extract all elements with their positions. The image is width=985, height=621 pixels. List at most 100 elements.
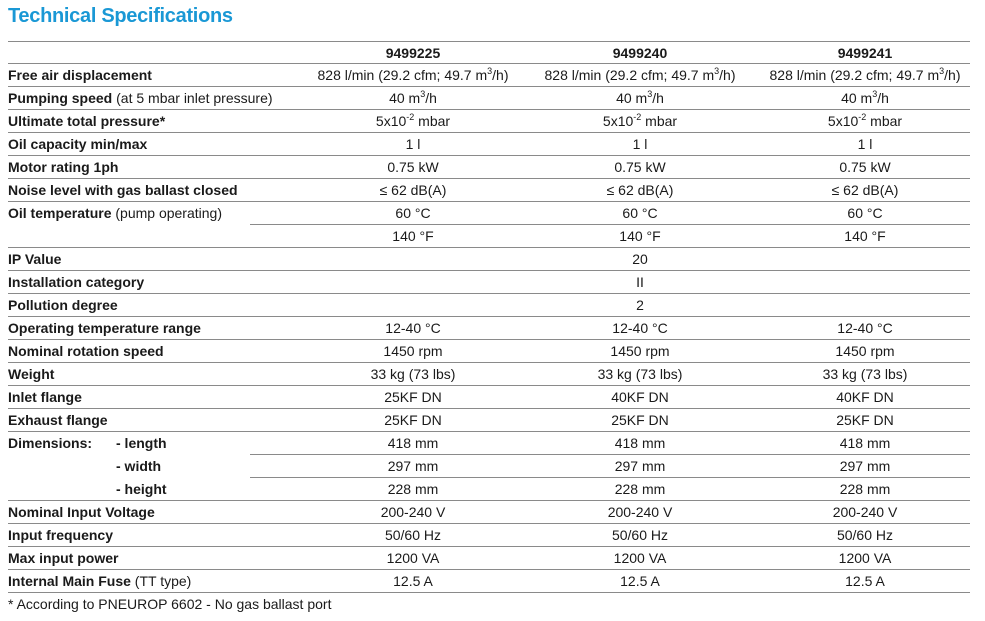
row-value: 60 °C	[527, 202, 753, 225]
row-value: 418 mm	[752, 432, 978, 455]
value-suffix: /h)	[944, 67, 961, 83]
divider	[250, 224, 970, 225]
footnote: * According to PNEUROP 6602 - No gas bal…	[8, 596, 332, 612]
row-label-text: Pumping speed	[8, 90, 113, 106]
row-value: 25KF DN	[300, 386, 526, 409]
table-row: Pollution degree 2	[8, 294, 970, 317]
row-value: 5x10-2 mbar	[300, 110, 526, 133]
row-value: 1 l	[752, 133, 978, 156]
row-label: Noise level with gas ballast closed	[8, 179, 238, 202]
divider	[8, 569, 970, 570]
value-text: 1200 VA	[838, 550, 892, 566]
table-row: Nominal Input Voltage 200-240 V 200-240 V 2…	[8, 501, 970, 524]
header-row: 9499225 9499240 9499241	[8, 41, 970, 64]
row-label-text: Motor rating 1ph	[8, 159, 119, 175]
row-value: 12.5 A	[752, 570, 978, 593]
value-text: 1450 rpm	[383, 343, 443, 359]
row-label: Installation category	[8, 271, 144, 294]
value-text: 1 l	[405, 136, 421, 152]
row-value: 12-40 °C	[527, 317, 753, 340]
row-label-text: Inlet flange	[8, 389, 82, 405]
value-text: 828 l/min (29.2 cfm; 49.7 m	[544, 67, 715, 83]
row-label-text: Free air displacement	[8, 67, 152, 83]
row-value: 1450 rpm	[300, 340, 526, 363]
value-text: 228 mm	[387, 481, 439, 497]
value-text: 50/60 Hz	[836, 527, 894, 543]
table-row: Max input power 1200 VA 1200 VA 1200 VA	[8, 547, 970, 570]
value-text: 5x10	[375, 113, 407, 129]
value-text: 33 kg (73 lbs)	[822, 366, 908, 382]
value-superscript: 3	[872, 89, 878, 99]
value-text: 200-240 V	[832, 504, 898, 520]
row-value: 828 l/min (29.2 cfm; 49.7 m3/h)	[752, 64, 978, 87]
divider	[8, 247, 970, 248]
divider	[8, 86, 970, 87]
row-value: 418 mm	[300, 432, 526, 455]
value-text: 1 l	[632, 136, 648, 152]
row-value: ≤ 62 dB(A)	[300, 179, 526, 202]
row-value: 140 °F	[527, 225, 753, 248]
value-text: 1200 VA	[386, 550, 440, 566]
value-text: 228 mm	[614, 481, 666, 497]
table-row: Dimensions: - length 418 mm 418 mm 418 mm	[8, 432, 970, 455]
row-label: Free air displacement	[8, 64, 152, 87]
value-text: 40KF DN	[836, 389, 894, 405]
row-label: Oil capacity min/max	[8, 133, 147, 156]
value-suffix: /h	[425, 90, 437, 106]
value-text: 12.5 A	[845, 573, 885, 589]
row-value: 40 m3/h	[752, 87, 978, 110]
row-label-text: Internal Main Fuse	[8, 573, 131, 589]
row-value: 1200 VA	[752, 547, 978, 570]
row-value: 200-240 V	[752, 501, 978, 524]
value-text: 60 °C	[622, 205, 658, 221]
divider	[8, 316, 970, 317]
row-label-text: Exhaust flange	[8, 412, 108, 428]
row-value: 828 l/min (29.2 cfm; 49.7 m3/h)	[300, 64, 526, 87]
value-text: 60 °C	[847, 205, 883, 221]
divider	[8, 362, 970, 363]
table-row: Free air displacement 828 l/min (29.2 cfm…	[8, 64, 970, 87]
row-label: Operating temperature range	[8, 317, 201, 340]
row-label-text: Weight	[8, 366, 55, 382]
value-text: 25KF DN	[611, 412, 669, 428]
value-text: 140 °F	[844, 228, 886, 244]
value-text: 12.5 A	[620, 573, 660, 589]
row-label-note: (TT type)	[130, 573, 192, 589]
divider	[8, 546, 970, 547]
divider	[8, 523, 970, 524]
divider	[8, 385, 970, 386]
row-value: 2	[636, 297, 644, 313]
table-row: Motor rating 1ph 0.75 kW 0.75 kW 0.75 kW	[8, 156, 970, 179]
row-value: 0.75 kW	[752, 156, 978, 179]
row-value: 418 mm	[527, 432, 753, 455]
value-text: 40 m	[841, 90, 873, 106]
value-text: 50/60 Hz	[384, 527, 442, 543]
value-text: 60 °C	[395, 205, 431, 221]
row-label: IP Value	[8, 248, 61, 271]
divider	[250, 454, 970, 455]
value-text: 40KF DN	[611, 389, 669, 405]
value-superscript: 3	[939, 66, 945, 76]
divider	[8, 339, 970, 340]
value-text: 0.75 kW	[839, 159, 891, 175]
row-value: 50/60 Hz	[752, 524, 978, 547]
row-label: Ultimate total pressure*	[8, 110, 165, 133]
value-superscript: -2	[858, 112, 867, 122]
row-label-text: Pollution degree	[8, 297, 118, 313]
value-text: 200-240 V	[607, 504, 673, 520]
value-superscript: 3	[647, 89, 653, 99]
row-value: 140 °F	[300, 225, 526, 248]
row-label-note: (at 5 mbar inlet pressure)	[112, 90, 273, 106]
value-text: 418 mm	[614, 435, 666, 451]
row-value: 25KF DN	[527, 409, 753, 432]
row-sublabel: - width	[116, 458, 162, 474]
row-label: Input frequency	[8, 524, 113, 547]
value-text: 40 m	[616, 90, 648, 106]
row-label-text: Nominal Input Voltage	[8, 504, 155, 520]
row-value: 5x10-2 mbar	[752, 110, 978, 133]
row-label-note: (pump operating)	[111, 205, 222, 221]
value-suffix: mbar	[641, 113, 678, 129]
value-text: 418 mm	[387, 435, 439, 451]
row-label: Nominal rotation speed	[8, 340, 164, 363]
value-text: 50/60 Hz	[611, 527, 669, 543]
